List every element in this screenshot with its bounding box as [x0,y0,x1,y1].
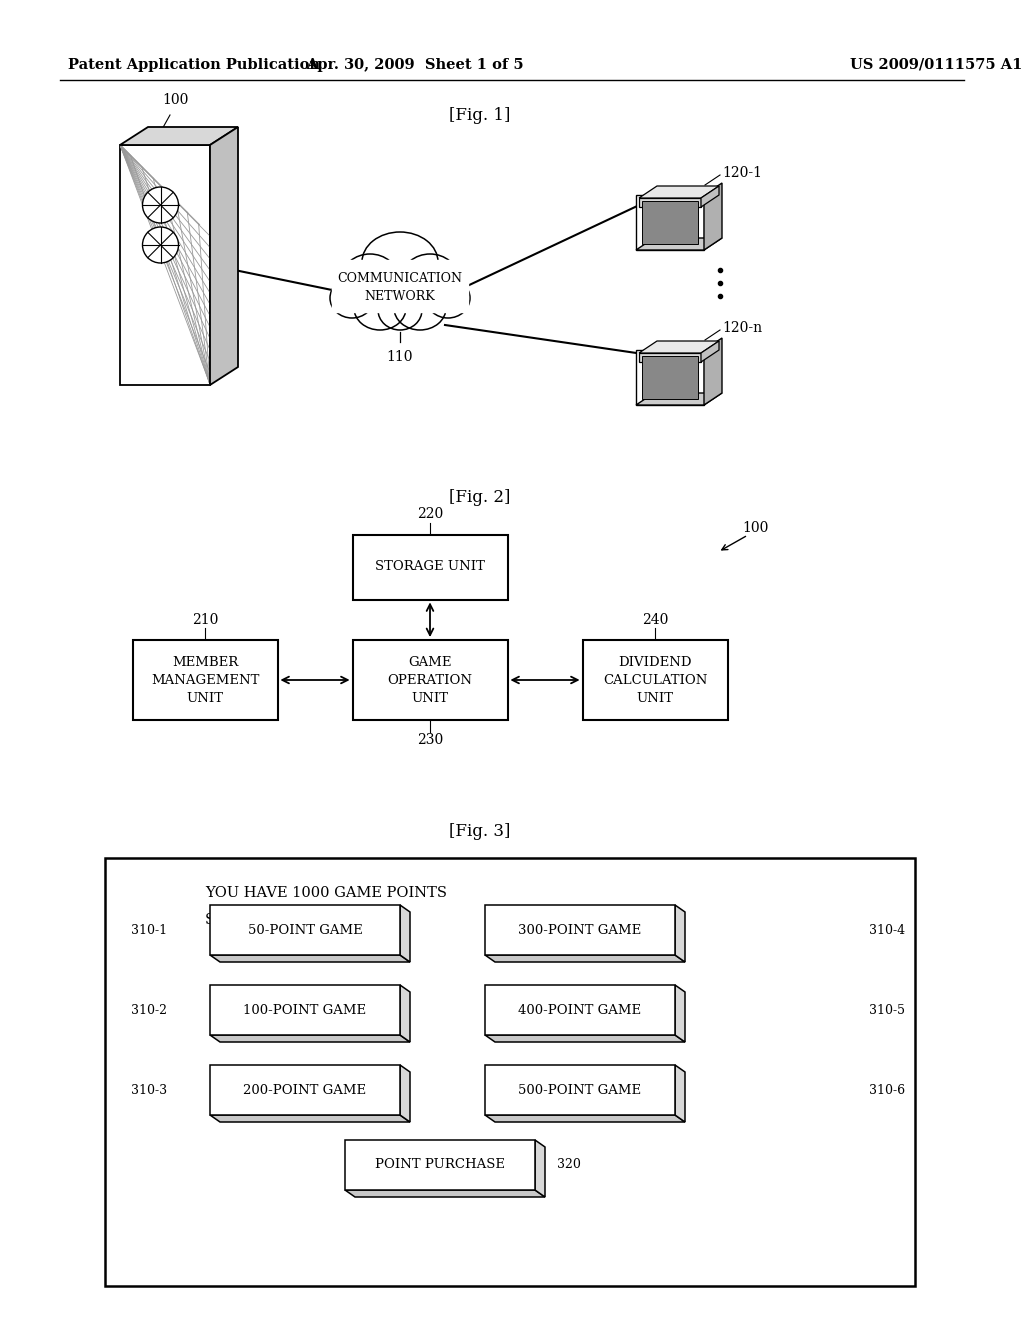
Bar [105,858,915,1286]
Polygon shape [675,1065,685,1122]
Text: YOU HAVE 1000 GAME POINTS: YOU HAVE 1000 GAME POINTS [205,886,447,900]
Polygon shape [485,985,675,1035]
Polygon shape [485,906,675,954]
Ellipse shape [342,253,398,302]
Polygon shape [636,393,722,405]
Polygon shape [210,954,410,962]
Polygon shape [675,985,685,1041]
Text: 120-1: 120-1 [722,166,762,180]
Ellipse shape [354,286,406,330]
Text: 400-POINT GAME: 400-POINT GAME [518,1003,642,1016]
Text: GAME
OPERATION
UNIT: GAME OPERATION UNIT [387,656,472,705]
Text: 50-POINT GAME: 50-POINT GAME [248,924,362,936]
Ellipse shape [426,279,470,318]
Circle shape [142,227,178,263]
Text: POINT PURCHASE: POINT PURCHASE [375,1159,505,1172]
Text: [Fig. 2]: [Fig. 2] [450,488,511,506]
Polygon shape [485,1065,675,1115]
Polygon shape [210,985,400,1035]
Text: 300-POINT GAME: 300-POINT GAME [518,924,642,936]
Polygon shape [210,906,400,954]
Text: Apr. 30, 2009  Sheet 1 of 5: Apr. 30, 2009 Sheet 1 of 5 [306,58,524,73]
Polygon shape [639,198,701,207]
Text: 200-POINT GAME: 200-POINT GAME [244,1084,367,1097]
Text: 310-5: 310-5 [869,1003,905,1016]
Polygon shape [675,906,685,962]
Text: MEMBER
MANAGEMENT
UNIT: MEMBER MANAGEMENT UNIT [151,656,259,705]
Polygon shape [210,1065,400,1115]
Text: [Fig. 3]: [Fig. 3] [450,824,511,841]
Text: 120-n: 120-n [722,321,762,335]
Text: 310-3: 310-3 [131,1084,167,1097]
Bar [352,640,508,719]
Bar [352,535,508,599]
Polygon shape [636,350,705,405]
Text: 500-POINT GAME: 500-POINT GAME [518,1084,642,1097]
Ellipse shape [330,279,374,318]
Ellipse shape [402,253,458,302]
Polygon shape [639,186,719,198]
Text: 230: 230 [417,733,443,747]
Text: [Fig. 1]: [Fig. 1] [450,107,511,124]
Circle shape [142,187,178,223]
Text: US 2009/0111575 A1: US 2009/0111575 A1 [850,58,1022,73]
Polygon shape [701,186,719,207]
Bar [332,260,468,312]
Text: 310-6: 310-6 [869,1084,905,1097]
Polygon shape [636,238,722,249]
Polygon shape [636,195,705,249]
Polygon shape [705,338,722,405]
Polygon shape [400,906,410,962]
Polygon shape [705,183,722,249]
Polygon shape [345,1140,535,1191]
Text: STORAGE UNIT: STORAGE UNIT [375,561,485,573]
Polygon shape [485,1035,685,1041]
Ellipse shape [378,290,422,330]
Bar [583,640,727,719]
Text: 100: 100 [741,521,768,535]
Text: DIVIDEND
CALCULATION
UNIT: DIVIDEND CALCULATION UNIT [603,656,708,705]
Bar [132,640,278,719]
Text: 220: 220 [417,507,443,521]
Polygon shape [210,1115,410,1122]
Polygon shape [701,341,719,362]
Polygon shape [210,1035,410,1041]
Polygon shape [639,341,719,352]
Text: SELECT GAME: SELECT GAME [205,913,319,927]
Polygon shape [345,1191,545,1197]
Polygon shape [210,127,238,385]
Polygon shape [639,352,701,362]
Text: Patent Application Publication: Patent Application Publication [68,58,319,73]
Text: 100: 100 [162,92,188,107]
Text: 110: 110 [387,350,414,364]
Text: COMMUNICATION
NETWORK: COMMUNICATION NETWORK [338,272,463,302]
Text: 100-POINT GAME: 100-POINT GAME [244,1003,367,1016]
Text: 240: 240 [642,612,669,627]
Text: 320: 320 [557,1159,581,1172]
Text: 310-1: 310-1 [131,924,167,936]
Polygon shape [642,356,698,399]
Text: 210: 210 [191,612,218,627]
Polygon shape [535,1140,545,1197]
Ellipse shape [394,286,446,330]
Polygon shape [642,201,698,244]
Text: 310-4: 310-4 [869,924,905,936]
Polygon shape [120,145,210,385]
Polygon shape [400,985,410,1041]
Polygon shape [120,127,238,145]
Polygon shape [400,1065,410,1122]
Polygon shape [485,954,685,962]
Ellipse shape [362,232,438,292]
Polygon shape [485,1115,685,1122]
Text: 310-2: 310-2 [131,1003,167,1016]
